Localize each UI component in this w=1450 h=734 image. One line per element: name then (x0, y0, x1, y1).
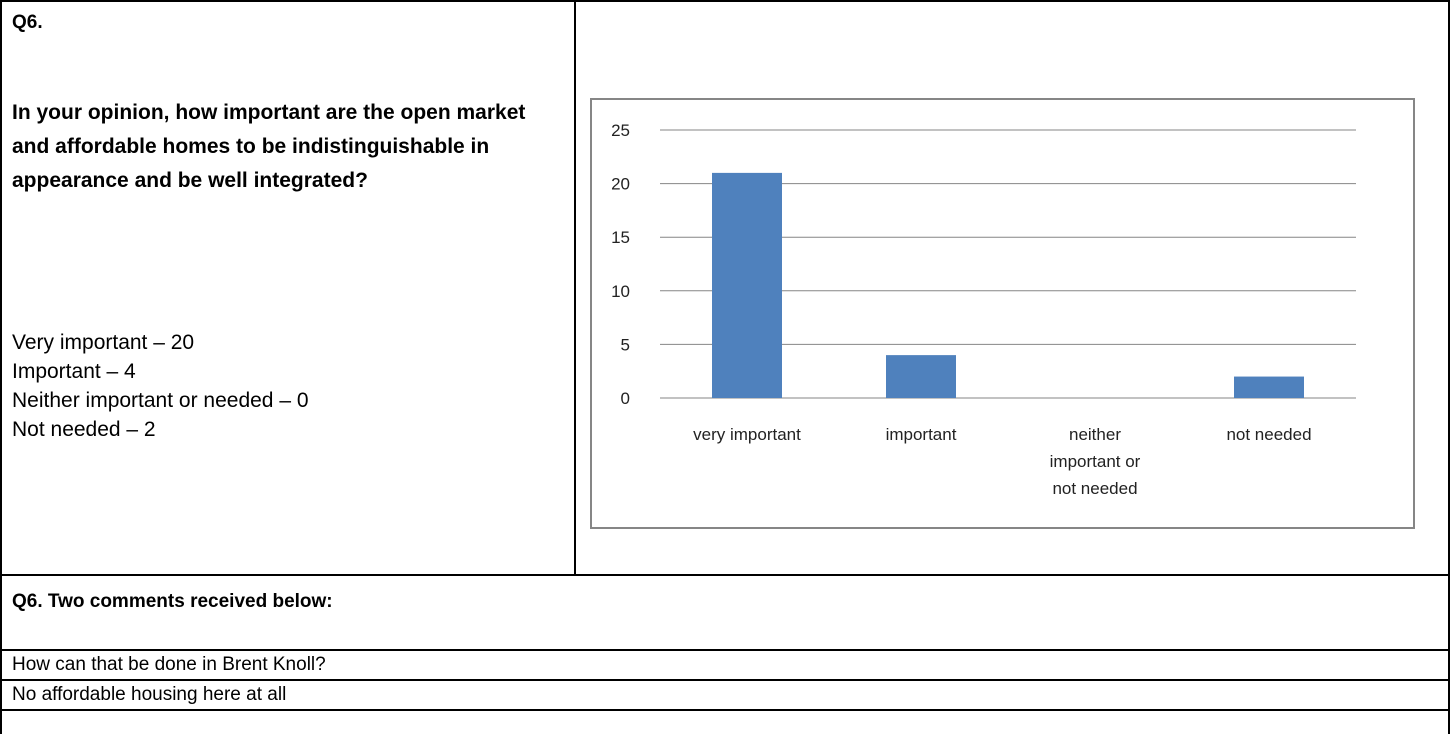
comment-item: How can that be done in Brent Knoll? (12, 654, 326, 675)
x-category-label: important or (1050, 452, 1141, 471)
answer-list: Very important – 20 Important – 4 Neithe… (12, 328, 309, 444)
comment-item: No affordable housing here at all (12, 684, 287, 705)
answer-not-needed: Not needed – 2 (12, 418, 156, 441)
y-tick-label: 15 (611, 228, 630, 247)
table-divider-row4 (0, 709, 1450, 711)
comments-heading: Q6. Two comments received below: (12, 591, 333, 612)
y-tick-label: 25 (611, 121, 630, 140)
answer-important: Important – 4 (12, 360, 136, 383)
question-text: In your opinion, how important are the o… (12, 101, 526, 192)
table-divider-vertical (574, 0, 576, 575)
x-category-label: not needed (1052, 479, 1137, 498)
table-divider-row1 (0, 574, 1450, 576)
y-tick-label: 20 (611, 175, 630, 194)
bar (712, 172, 782, 398)
y-tick-label: 5 (621, 335, 630, 354)
table-border-right (1448, 0, 1450, 734)
chart-canvas: 0 5 10 15 20 25 very important important neither… (611, 121, 1356, 498)
table-divider-row2 (0, 649, 1450, 651)
table-divider-row3 (0, 679, 1450, 681)
answer-neither: Neither important or needed – 0 (12, 389, 309, 412)
bar (886, 355, 956, 398)
y-tick-label: 0 (621, 389, 630, 408)
answer-very-important: Very important – 20 (12, 331, 195, 354)
y-tick-label: 10 (611, 282, 630, 301)
question-number: Q6. (12, 12, 43, 33)
bar (1234, 376, 1304, 398)
table-border-top (0, 0, 1450, 2)
table-border-left (0, 0, 2, 734)
x-category-label: not needed (1226, 425, 1311, 444)
bar-chart: 0 5 10 15 20 25 very important important neither… (590, 98, 1415, 529)
x-category-label: important (886, 425, 957, 444)
x-category-label: neither (1069, 425, 1121, 444)
x-category-label: very important (693, 425, 801, 444)
